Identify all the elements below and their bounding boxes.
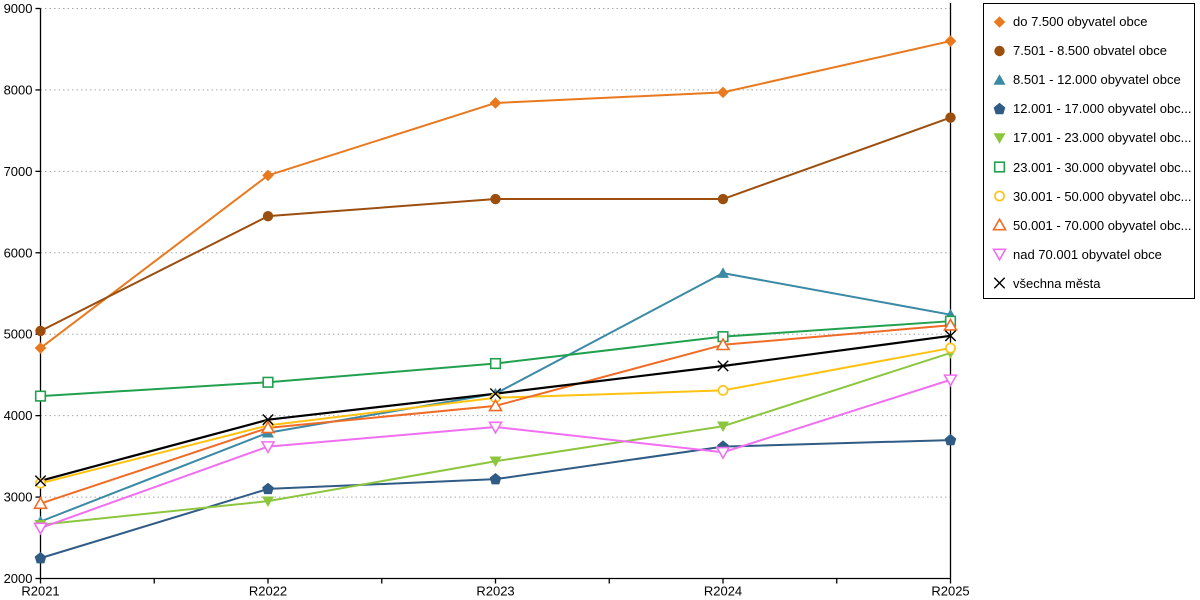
data-point-marker [34,390,47,402]
data-point-marker [489,472,502,485]
legend-item: 50.001 - 70.000 obyvatel obc... [991,211,1194,240]
triangle-down-icon [991,131,1008,145]
data-point-marker [35,477,46,489]
y-tick-label: 6000 [4,245,33,260]
y-tick-label: 4000 [4,408,33,423]
data-point-marker [993,133,1006,144]
data-point-marker [490,193,501,205]
data-point-marker [717,384,729,396]
data-point-marker [717,267,729,278]
square-outline-icon [991,160,1008,174]
data-point-marker [715,337,731,351]
data-point-marker [260,441,276,454]
legend-label: 7.501 - 8.500 obvatel obce [1013,43,1167,59]
data-point-marker [717,421,729,433]
y-tick-label: 2000 [4,571,33,586]
data-point-marker [34,342,47,354]
legend-item: 12.001 - 17.000 obyvatel obc... [991,94,1194,123]
data-point-marker [943,317,958,331]
data-point-marker [35,325,46,337]
y-tick-label: 8000 [4,82,33,97]
data-point-marker [262,210,274,222]
data-point-marker [945,112,956,123]
x-tick-label: R2023 [476,584,514,599]
data-point-marker [33,496,48,510]
legend-label: 30.001 - 50.000 obyvatel obc... [1013,188,1192,204]
x-mark-icon [991,276,1008,290]
data-point-marker [994,190,1005,202]
y-tick-label: 9000 [4,1,33,16]
data-point-marker [717,193,729,205]
legend-label: 23.001 - 30.000 obyvatel obc... [1013,159,1192,175]
legend-item: nad 70.001 obyvatel obce [991,240,1194,269]
legend-label: všechna města [1013,275,1101,291]
triangle-up-outline-icon [991,218,1008,232]
legend-item: 23.001 - 30.000 obyvatel obc... [991,152,1194,181]
x-tick-label: R2022 [249,584,287,599]
circle-icon [991,44,1008,58]
data-point-marker [717,360,729,372]
pentagon-icon [991,102,1008,116]
legend-item: 30.001 - 50.000 obyvatel obc... [991,182,1194,211]
legend: do 7.500 obyvatel obce 7.501 - 8.500 obv… [983,3,1195,299]
triangle-up-icon [991,73,1008,87]
data-point-marker [34,551,47,564]
data-point-marker [717,86,729,99]
y-tick-label: 7000 [4,164,33,179]
legend-label: 50.001 - 70.000 obyvatel obc... [1013,217,1192,233]
data-point-marker [944,330,957,342]
data-point-marker [489,456,502,468]
circle-outline-icon [991,189,1008,203]
y-tick-label: 5000 [4,327,33,342]
data-point-marker [993,161,1006,173]
legend-label: do 7.500 obyvatel obce [1013,14,1148,30]
data-point-marker [944,433,957,446]
y-tick-label: 3000 [4,490,33,505]
data-point-marker [489,97,502,109]
data-point-marker [489,387,502,400]
data-point-marker [262,376,274,388]
legend-label: 12.001 - 17.000 obyvatel obc... [1013,101,1192,117]
legend-item: všechna města [991,269,1194,298]
data-point-marker [994,45,1005,56]
series-line [40,116,951,332]
data-point-marker [992,218,1007,231]
legend-item: do 7.500 obyvatel obce [991,7,1194,36]
triangle-down-outline-icon [991,247,1008,262]
x-tick-label: R2025 [931,584,969,599]
x-tick-label: R2021 [21,584,59,599]
data-point-marker [260,420,276,434]
data-point-marker [992,248,1007,262]
data-point-marker [262,496,274,507]
x-tick-label: R2024 [704,584,742,599]
data-point-marker [262,414,274,426]
data-point-marker [944,35,957,47]
legend-label: nad 70.001 obyvatel obce [1013,246,1162,262]
data-point-marker [34,475,47,487]
legend-label: 17.001 - 23.000 obyvatel obc... [1013,130,1192,146]
data-point-marker [489,357,502,370]
legend-item: 17.001 - 23.000 obyvatel obc... [991,123,1194,152]
data-point-marker [33,522,48,536]
data-point-marker [715,446,731,460]
legend-label: 8.501 - 12.000 obyvatel obce [1013,72,1181,88]
data-point-marker [262,482,274,495]
data-point-marker [943,374,958,388]
data-point-marker [488,421,503,435]
data-point-marker [945,342,956,354]
data-point-marker [993,73,1006,85]
series-line [40,351,951,526]
legend-item: 7.501 - 8.500 obvatel obce [991,36,1194,65]
data-point-marker [488,398,503,412]
data-point-marker [993,277,1006,290]
legend-item: 8.501 - 12.000 obyvatel obce [991,65,1194,94]
diamond-icon [991,15,1008,29]
data-point-marker [993,102,1006,115]
data-point-marker [993,15,1006,28]
